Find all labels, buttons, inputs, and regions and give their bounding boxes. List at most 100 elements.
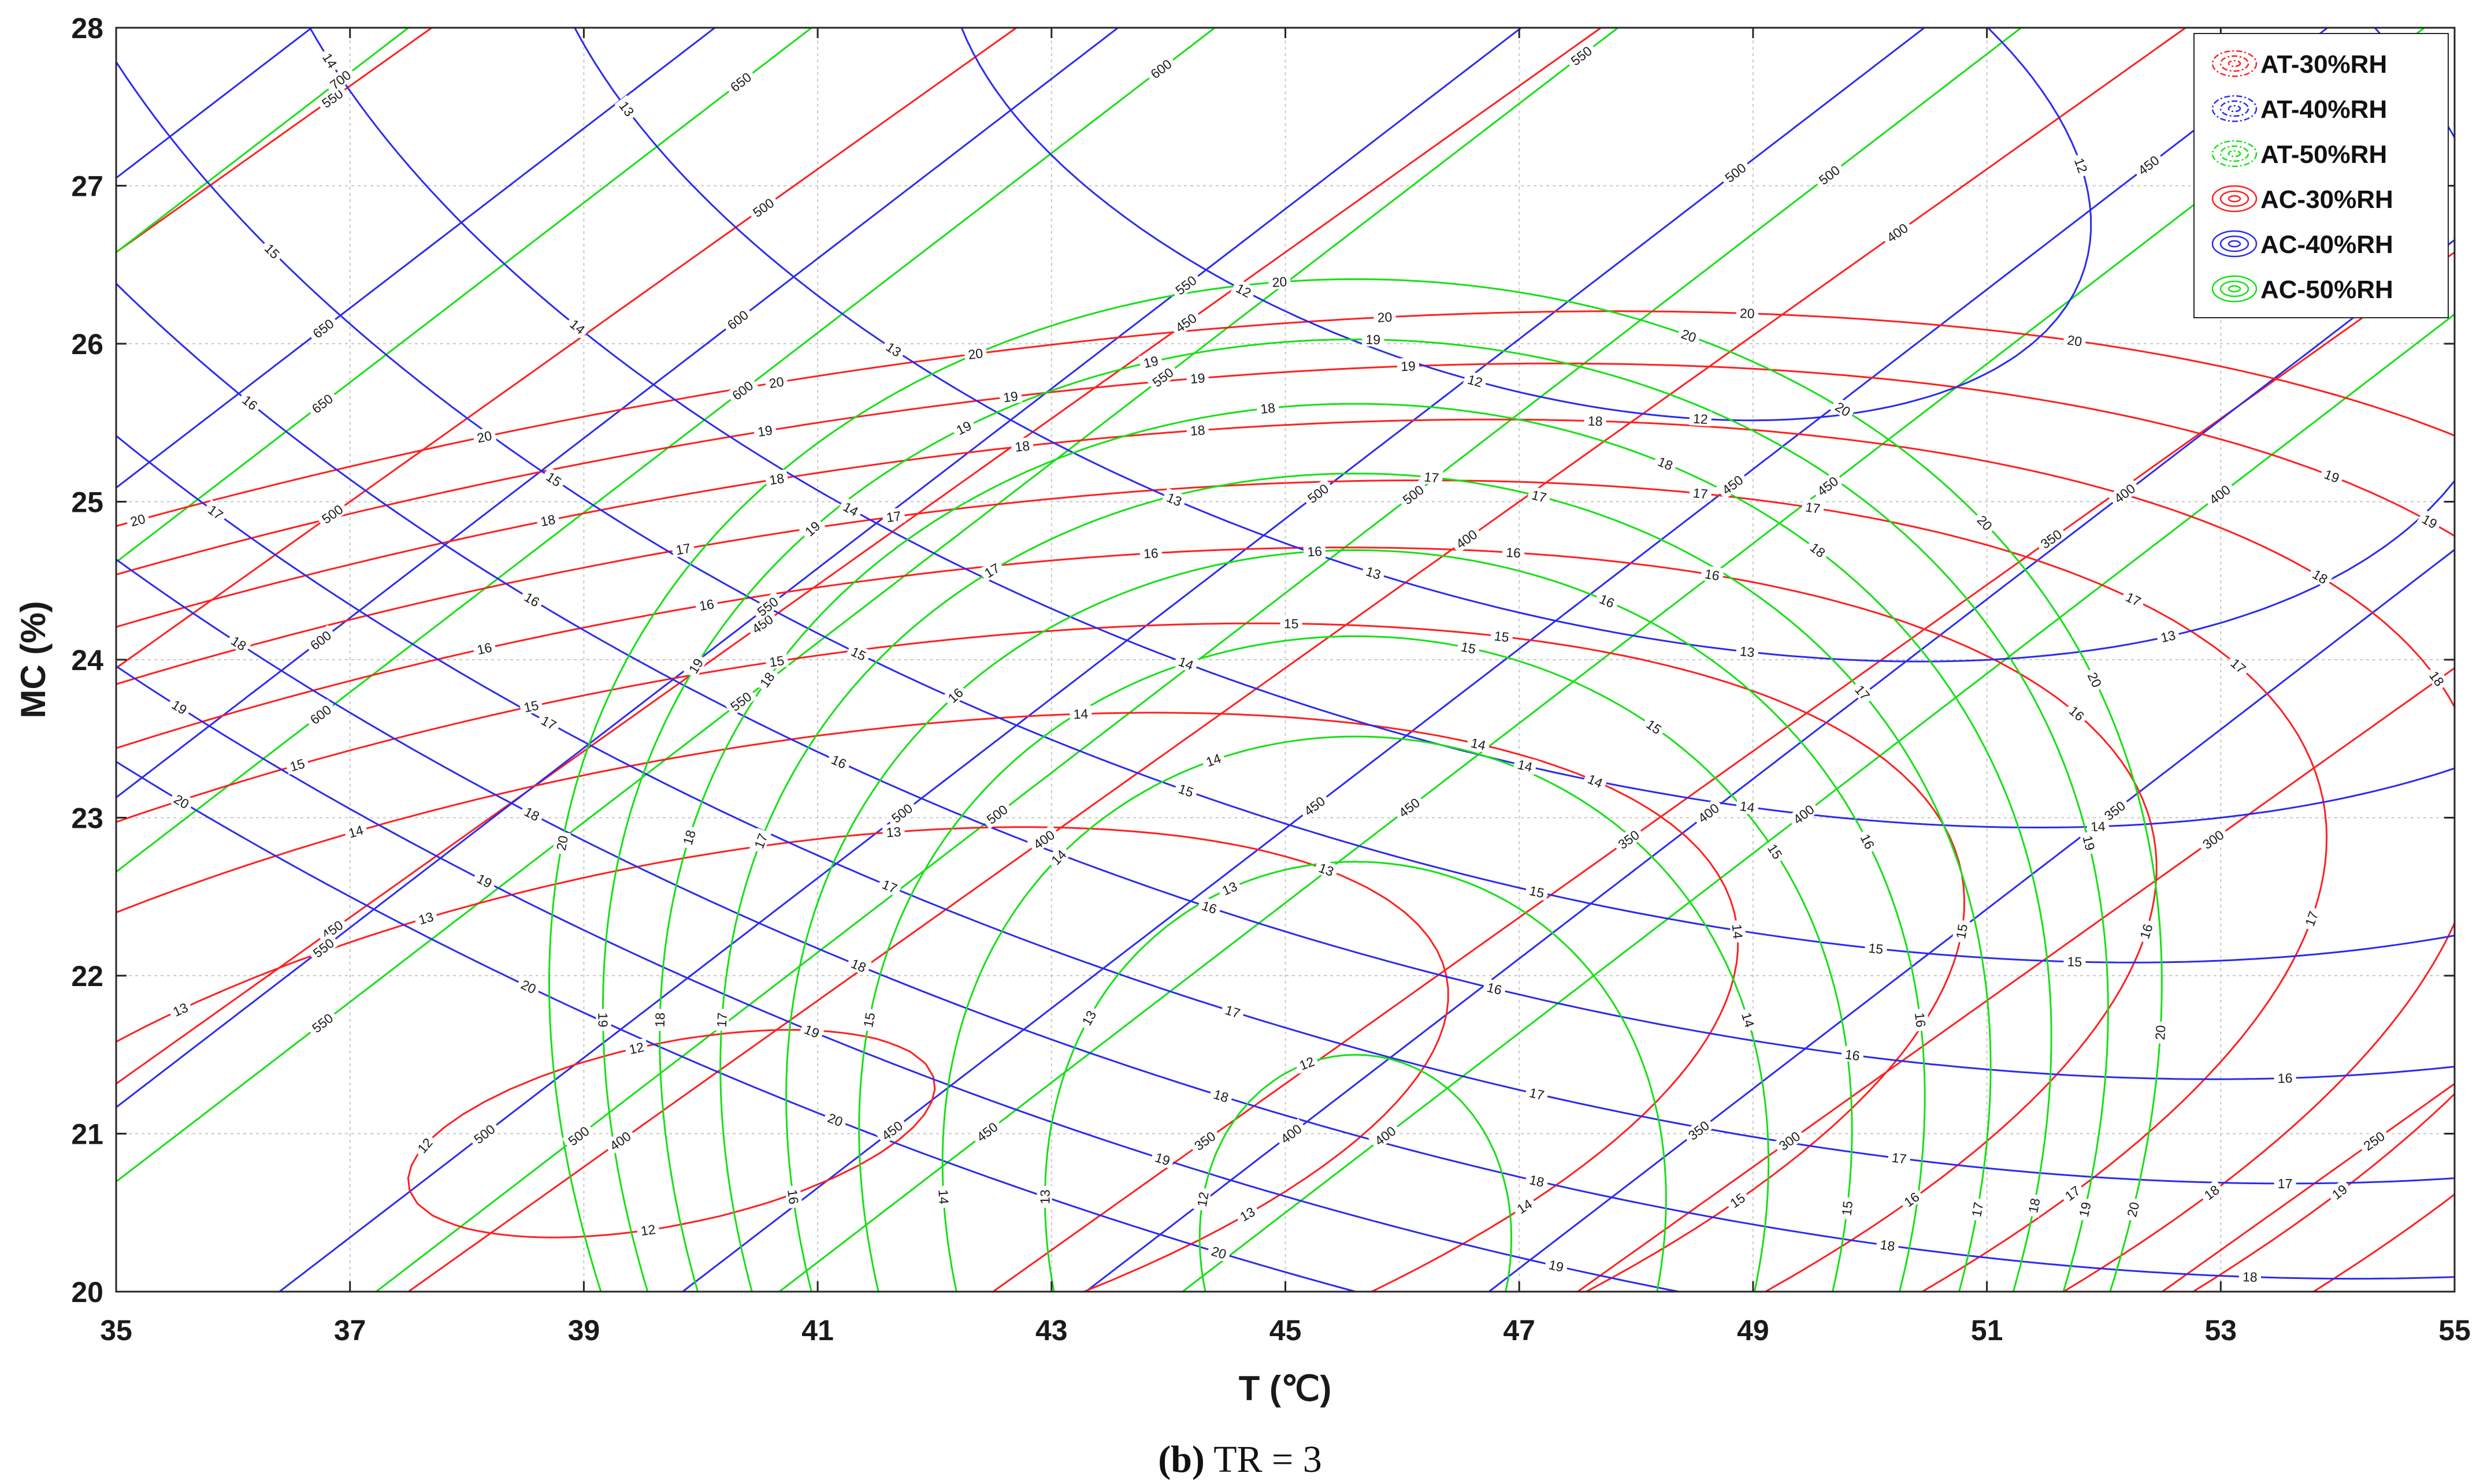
contour-label-backdrop: [2074, 1197, 2095, 1222]
contour-label-backdrop: [1763, 838, 1788, 865]
contour-label-backdrop: [552, 830, 571, 856]
contour-label-backdrop: [535, 510, 560, 530]
contour-label-text: 20: [554, 834, 571, 851]
contour-label-ac-40pctrh: 17: [1524, 1083, 1550, 1103]
contour-ac-50pctrh-15: [858, 635, 1853, 1292]
legend-swatch-ring: [2211, 185, 2258, 213]
contour-label-text: 19: [1190, 370, 1206, 386]
contour-label-text: 16: [1486, 980, 1503, 998]
contour-label-backdrop: [603, 1125, 637, 1156]
contour-label-backdrop: [2225, 652, 2252, 679]
contour-label-backdrop: [1449, 523, 1483, 554]
contour-label-backdrop: [799, 1020, 825, 1042]
contour-label-ac-50pctrh: 16: [785, 1185, 803, 1209]
contour-label-ac-30pctrh: 18: [1584, 412, 1607, 429]
contour-label-ac-50pctrh: 19: [1362, 331, 1384, 347]
legend-item-ac-50pctrh: AC-50%RH: [2211, 275, 2393, 304]
contour-label-ac-40pctrh: 12: [1462, 370, 1488, 391]
contour-label-backdrop: [562, 1120, 595, 1151]
legend-swatch-ring: [2219, 100, 2249, 117]
contour-label-text: 20: [1740, 306, 1755, 321]
contour-label-backdrop: [1313, 858, 1339, 880]
contour-label-backdrop: [1200, 749, 1227, 771]
contour-label-backdrop: [2319, 464, 2345, 487]
contour-label-ac-40pctrh: 19: [1150, 1148, 1176, 1169]
contour-label-backdrop: [1392, 792, 1425, 823]
contour-label-backdrop: [1524, 882, 1550, 901]
contour-label-ac-30pctrh: 20: [963, 344, 987, 362]
legend-swatch-ring: [2227, 285, 2241, 293]
contour-label-backdrop: [942, 682, 968, 708]
contour-label-ac-40pctrh: 16: [1197, 896, 1223, 918]
contour-label-backdrop: [2196, 824, 2230, 854]
contour-label-text: 16: [1703, 566, 1721, 583]
legend-item-ac-30pctrh: AC-30%RH: [2211, 185, 2393, 214]
contour-label-backdrop: [519, 587, 546, 612]
y-axis-label: MC (%): [14, 601, 53, 718]
contour-label-text: 15: [2067, 954, 2082, 970]
contour-label-backdrop: [2083, 666, 2107, 693]
contour-label-ac-30pctrh: 19: [2416, 509, 2444, 533]
x-tick-label: 35: [100, 1314, 132, 1347]
contour-label-backdrop: [1652, 452, 1679, 474]
contour-label-backdrop: [1010, 437, 1034, 455]
contour-label-text: 15: [1528, 883, 1546, 901]
contour-label-backdrop: [1736, 304, 1759, 321]
contour-label-backdrop: [1640, 713, 1668, 739]
contour-label-backdrop: [1490, 627, 1514, 645]
contour-label-backdrop: [859, 1007, 878, 1032]
x-tick-label: 45: [1269, 1314, 1302, 1347]
contour-label-backdrop: [1544, 1255, 1569, 1275]
contour-label-backdrop: [2034, 523, 2068, 554]
legend-swatch-ring: [2219, 145, 2249, 162]
legend-label: AT-40%RH: [2260, 95, 2387, 124]
contour-label-ac-30pctrh: 20: [125, 509, 150, 530]
contour-label-backdrop: [1880, 217, 1914, 247]
contour-label-backdrop: [1146, 362, 1179, 392]
contour-label-text: 20: [2152, 1025, 2168, 1040]
contour-label-backdrop: [1138, 351, 1163, 371]
x-tick-label: 37: [334, 1314, 366, 1347]
contour-label-ac-40pctrh: 16: [1482, 978, 1507, 998]
contour-label-backdrop: [1173, 779, 1200, 801]
contour-label-backdrop: [963, 344, 987, 362]
contour-label-text: 16: [476, 639, 493, 657]
contour-ac-50pctrh-17: [719, 473, 1992, 1292]
contour-label-text: 14: [1739, 798, 1755, 815]
series-ac-50pctrh: [548, 278, 2163, 1292]
x-tick-label: 39: [568, 1314, 600, 1347]
contour-label-backdrop: [1805, 537, 1832, 563]
contour-label-backdrop: [306, 932, 340, 963]
contour-label-backdrop: [751, 591, 784, 622]
contour-ac-40pctrh-13: [574, 28, 2455, 663]
contour-label-text: 15: [1460, 639, 1477, 657]
x-tick-labels: 35 37 39 41 43 45 47 49 51 53 55: [100, 1314, 2471, 1347]
contour-label-backdrop: [764, 652, 789, 670]
contour-label-ac-40pctrh: 18: [1876, 1236, 1900, 1254]
contour-label-backdrop: [1898, 1187, 1925, 1212]
contour-label-backdrop: [1524, 1170, 1550, 1191]
contour-label-backdrop: [1612, 824, 1645, 854]
contour-label-backdrop: [2132, 150, 2165, 180]
contour-label-text: 13: [1739, 644, 1755, 660]
contour-label-ac-50pctrh: 16: [1303, 542, 1326, 559]
x-tick-label: 49: [1737, 1314, 1769, 1347]
caption-text: TR = 3: [1205, 1438, 1322, 1481]
legend-swatch-ring: [2227, 105, 2241, 113]
contour-label-ac-30pctrh: 20: [764, 373, 789, 392]
contour-label-text: 18: [2243, 1269, 2258, 1285]
contour-label-text: 18: [1190, 422, 1205, 438]
contour-label-ac-40pctrh: 15: [2063, 953, 2086, 969]
contour-label-backdrop: [1186, 369, 1209, 386]
contour-label-backdrop: [1482, 978, 1507, 998]
contour-label-ac-50pctrh: 12: [1193, 1187, 1212, 1211]
contour-label-backdrop: [1729, 920, 1747, 943]
contour-label-ac-40pctrh: 17: [1887, 1148, 1911, 1167]
contour-label-ac-30pctrh: 15: [1280, 615, 1302, 631]
contour-label-backdrop: [2107, 478, 2141, 508]
contour-label-text: 15: [1868, 940, 1884, 957]
contour-ac-30pctrh-14: [116, 712, 1739, 1292]
contour-label-backdrop: [2274, 1069, 2296, 1085]
contour-label-backdrop: [168, 789, 195, 813]
